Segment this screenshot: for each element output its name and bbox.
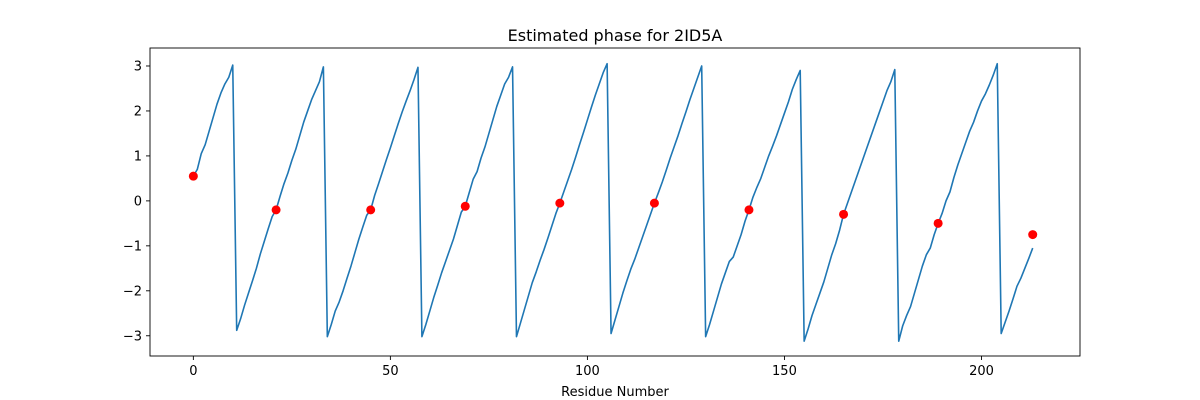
y-tick-label: −3 <box>123 329 142 344</box>
marker-point <box>1028 230 1038 240</box>
marker-point <box>933 218 943 228</box>
x-tick-label: 150 <box>772 364 797 379</box>
y-axis: −3 −2 −1 0 1 2 3 <box>123 59 150 344</box>
marker-point <box>460 201 470 211</box>
chart-title: Estimated phase for 2ID5A <box>508 26 723 45</box>
marker-point <box>649 198 659 208</box>
marker-point <box>555 198 565 208</box>
marker-point <box>188 171 198 181</box>
y-tick-label: 3 <box>134 59 142 74</box>
marker-point <box>366 205 376 215</box>
x-tick-label: 200 <box>969 364 994 379</box>
x-axis-label: Residue Number <box>561 385 669 400</box>
phase-line <box>192 62 1034 342</box>
y-tick-label: 2 <box>134 104 142 119</box>
marker-point <box>271 205 281 215</box>
plot-frame <box>149 47 1081 357</box>
plot-area <box>150 48 1080 356</box>
marker-layer <box>188 171 1038 240</box>
x-tick-label: 50 <box>382 364 399 379</box>
x-tick-label: 100 <box>575 364 600 379</box>
x-axis: 0 50 100 150 200 <box>189 356 994 379</box>
marker-point <box>744 205 754 215</box>
y-tick-label: 1 <box>134 149 142 164</box>
y-tick-label: 0 <box>134 194 142 209</box>
series-layer <box>192 62 1034 342</box>
x-tick-label: 0 <box>189 364 197 379</box>
y-tick-label: −1 <box>123 239 142 254</box>
y-tick-label: −2 <box>123 284 142 299</box>
marker-point <box>839 209 849 219</box>
